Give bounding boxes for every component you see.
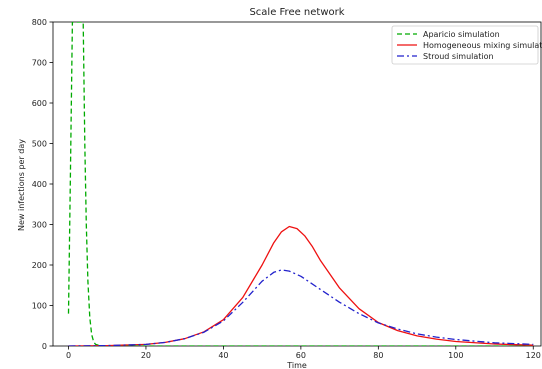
plot-border <box>52 21 542 347</box>
x-tick-label: 120 <box>526 351 541 360</box>
y-tick-label: 800 <box>32 18 47 27</box>
x-tick-label: 0 <box>66 351 71 360</box>
y-tick-label: 100 <box>32 302 47 311</box>
legend: Aparicio simulation Homogeneous mixing si… <box>391 25 542 65</box>
legend-box <box>391 25 539 65</box>
series-line-3 <box>68 269 534 346</box>
x-tick-label: 100 <box>448 351 463 360</box>
y-tick-label: 200 <box>32 261 47 270</box>
legend-label-2: Homogeneous mixing simulation <box>423 41 542 50</box>
series-line-2 <box>68 225 534 346</box>
x-tick-label: 40 <box>218 351 228 360</box>
series-line-1 <box>67 22 534 346</box>
y-axis-label: New infections per day <box>17 139 26 231</box>
y-tick-label: 0 <box>42 342 47 351</box>
axis-layer: 0 20 40 60 80 100 120 0 100 200 300 400 500 600 700 800 <box>32 18 541 360</box>
plot-frame <box>52 21 542 347</box>
y-tick-label: 400 <box>32 180 47 189</box>
chart-title: Scale Free network <box>249 7 344 18</box>
y-tick-label: 700 <box>32 59 47 68</box>
x-tick-label: 20 <box>141 351 151 360</box>
x-tick-label: 60 <box>296 351 306 360</box>
y-tick-label: 300 <box>32 221 47 230</box>
x-axis-label: Time <box>286 361 307 369</box>
x-tick-label: 80 <box>373 351 383 360</box>
y-tick-label: 500 <box>32 140 47 149</box>
y-tick-label: 600 <box>32 99 47 108</box>
legend-label-1: Aparicio simulation <box>423 30 500 39</box>
series-layer <box>67 22 534 346</box>
legend-label-3: Stroud simulation <box>423 52 494 61</box>
